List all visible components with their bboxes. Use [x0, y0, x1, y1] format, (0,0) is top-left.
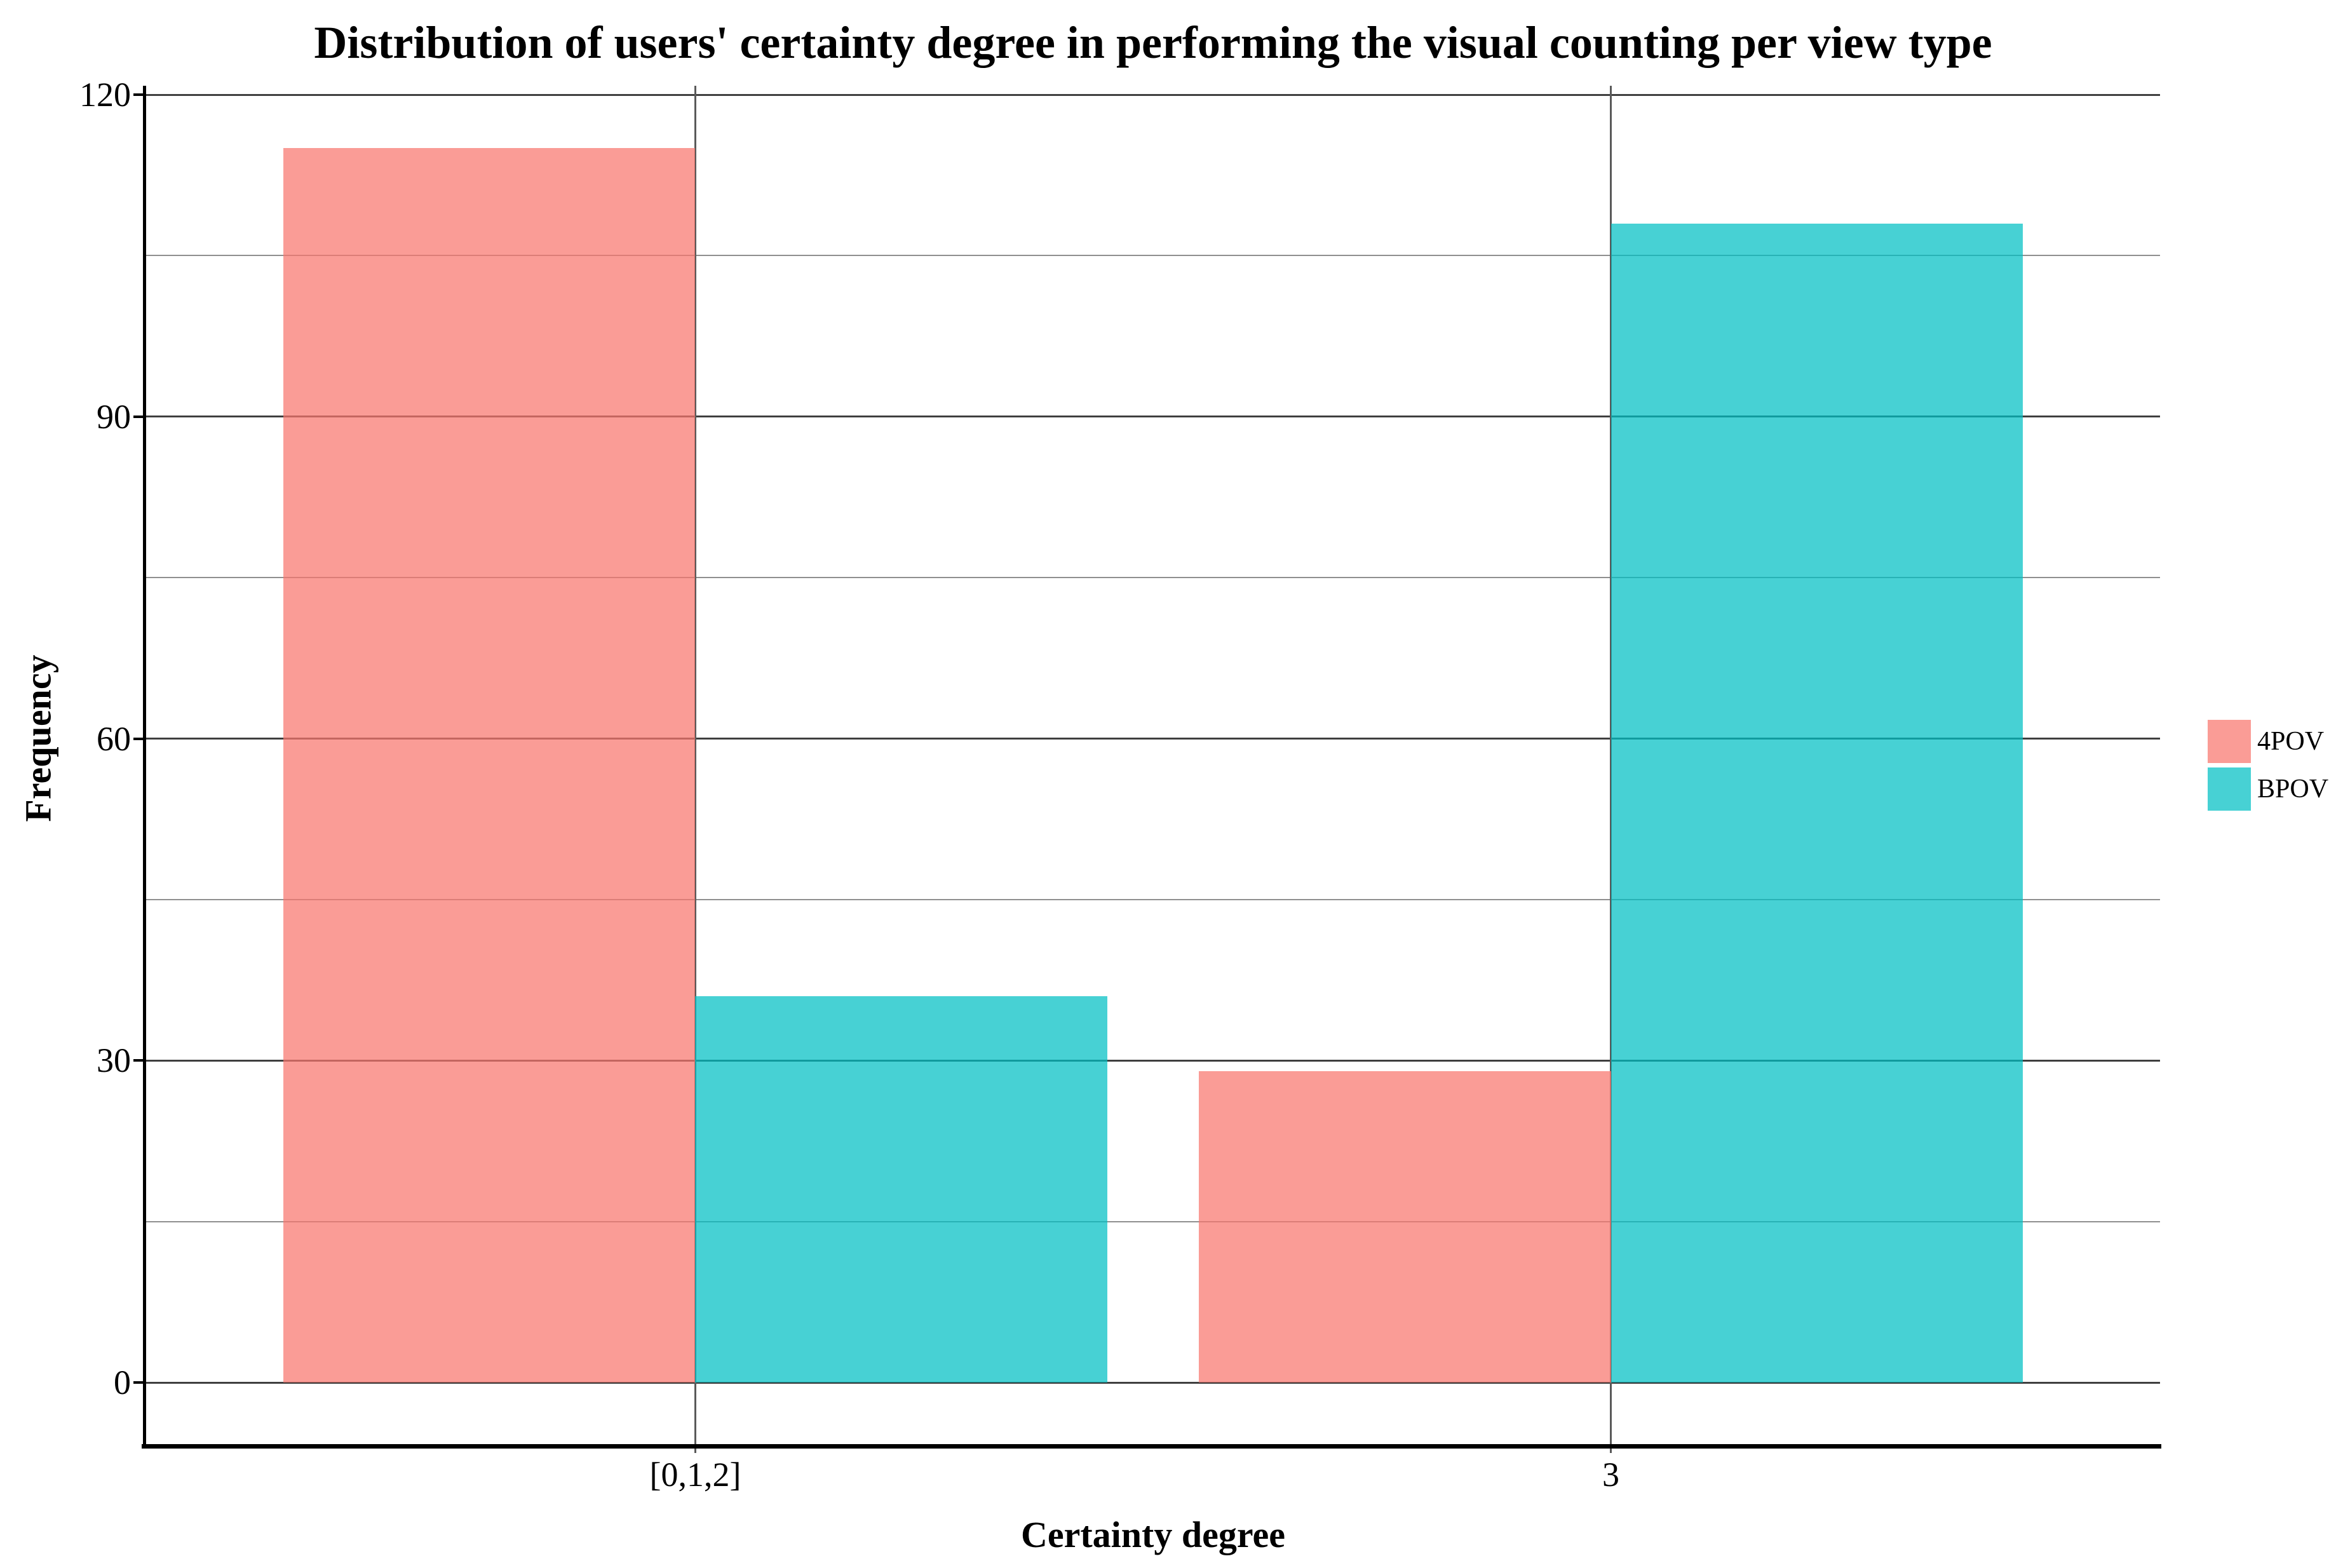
gridline-major-90 [146, 416, 2160, 418]
legend-item-4pov: 4POV [2208, 720, 2328, 763]
bar-bpov-cat1 [1610, 223, 2023, 1382]
gridline-major-120 [146, 93, 2160, 96]
gridline-major-60 [146, 738, 2160, 740]
y-axis-tick-60 [133, 737, 144, 740]
gridline-minor-75 [146, 577, 2160, 579]
y-tick-label-90: 90 [97, 397, 131, 436]
chart-title: Distribution of users' certainty degree … [314, 17, 1992, 68]
legend-label-bpov: BPOV [2257, 774, 2329, 804]
x-axis-title: Certainty degree [1020, 1514, 1286, 1555]
gridline-vertical-cat0 [694, 86, 696, 1453]
y-axis-tick-0 [133, 1381, 144, 1384]
x-tick-label-012: [0,1,2] [649, 1456, 741, 1494]
plot-panel [146, 86, 2160, 1453]
gridline-minor-45 [146, 898, 2160, 900]
bar-4pov-cat0 [283, 148, 696, 1382]
y-axis-tick-120 [133, 93, 144, 96]
bar-bpov-cat0 [695, 996, 1107, 1382]
y-axis-tick-90 [133, 415, 144, 418]
gridline-major-0 [146, 1381, 2160, 1384]
bar-4pov-cat1 [1199, 1071, 1611, 1382]
gridline-minor-15 [146, 1220, 2160, 1222]
gridline-major-30 [146, 1059, 2160, 1062]
y-axis-line [143, 86, 146, 1446]
y-axis-tick-30 [133, 1059, 144, 1062]
legend-swatch-bpov [2208, 767, 2251, 811]
gridline-minor-105 [146, 255, 2160, 257]
legend-label-4pov: 4POV [2257, 727, 2325, 756]
x-axis-line [142, 1444, 2161, 1449]
x-tick-label-3: 3 [1602, 1456, 1620, 1494]
legend-swatch-4pov [2208, 720, 2251, 763]
y-tick-label-0: 0 [114, 1363, 131, 1402]
y-tick-label-30: 30 [97, 1041, 131, 1080]
legend: 4POV BPOV [2208, 720, 2328, 815]
legend-item-bpov: BPOV [2208, 767, 2328, 811]
y-tick-label-60: 60 [97, 719, 131, 758]
y-tick-label-120: 120 [79, 76, 131, 114]
